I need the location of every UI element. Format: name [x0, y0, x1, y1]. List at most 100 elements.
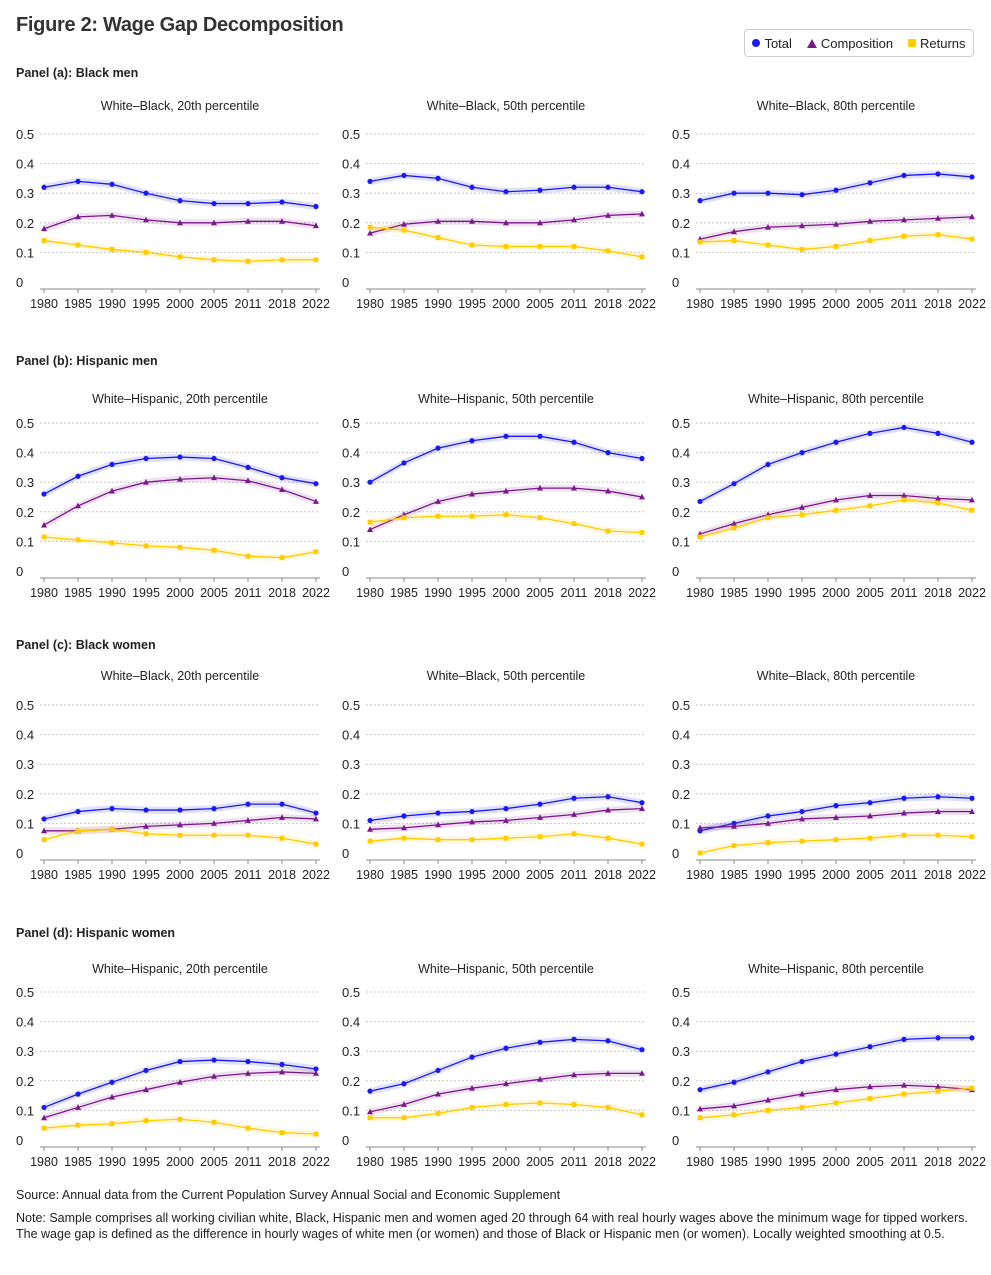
x-tick-label: 2005 [856, 868, 884, 882]
y-tick-label: 0.3 [342, 1044, 360, 1059]
point-composition [211, 219, 217, 226]
band-composition [370, 1069, 642, 1116]
point-total [503, 433, 509, 439]
chart-5: White–Hispanic, 50th percentile 0 0.1 0.2 0.… [342, 392, 656, 600]
point-total [697, 198, 703, 204]
point-total [41, 184, 47, 190]
x-tick-label: 1980 [686, 586, 714, 600]
footnote: Note: Sample comprises all working civil… [16, 1211, 968, 1241]
y-tick-label: 0.4 [342, 446, 360, 461]
point-returns [969, 507, 975, 513]
point-total [639, 800, 645, 806]
x-tick-label: 2022 [302, 868, 330, 882]
x-tick-label: 1985 [390, 1155, 418, 1169]
y-tick-label: 0.2 [672, 787, 690, 802]
point-composition [177, 821, 183, 828]
point-composition [245, 477, 251, 484]
point-total [867, 800, 873, 806]
point-total [935, 794, 941, 800]
band-returns [370, 223, 642, 261]
x-tick-label: 1985 [64, 586, 92, 600]
point-composition [469, 490, 475, 497]
point-composition [867, 812, 873, 819]
x-tick-label: 2005 [526, 297, 554, 311]
point-total [313, 481, 319, 487]
point-composition [901, 216, 907, 223]
point-composition [571, 811, 577, 817]
point-total [109, 461, 115, 468]
point-returns [935, 832, 941, 838]
x-tick-label: 2018 [924, 297, 952, 311]
point-returns [279, 257, 285, 263]
chart-7: White–Black, 20th percentile 0 0.1 0.2 0.3 0.… [16, 669, 330, 882]
point-returns [143, 543, 149, 549]
x-tick-label: 1995 [788, 1155, 816, 1169]
point-returns [109, 540, 115, 546]
y-tick-label: 0.2 [672, 216, 690, 231]
point-returns [435, 235, 441, 240]
point-returns [367, 838, 373, 844]
point-composition [143, 216, 149, 223]
point-total [731, 190, 737, 196]
point-returns [867, 1096, 873, 1101]
x-tick-label: 2011 [235, 297, 262, 311]
x-tick-label: 2018 [268, 297, 296, 311]
x-tick-label: 1980 [356, 586, 384, 600]
point-composition [639, 805, 645, 811]
x-tick-label: 2018 [924, 1155, 952, 1169]
point-total [469, 438, 475, 444]
point-composition [799, 222, 805, 229]
x-tick-label: 2018 [924, 868, 952, 882]
x-tick-label: 1995 [458, 1155, 486, 1169]
point-total [211, 455, 217, 462]
x-tick-label: 2011 [561, 297, 588, 311]
point-composition [901, 1082, 907, 1088]
y-tick-label: 0 [16, 846, 23, 861]
panel-label-b: Panel (b): Hispanic men [16, 354, 158, 368]
point-returns [313, 1131, 319, 1137]
point-total [401, 813, 407, 819]
point-returns [75, 242, 81, 248]
band-returns [44, 1115, 316, 1138]
point-returns [435, 1110, 441, 1116]
x-tick-label: 2011 [891, 586, 918, 600]
point-composition [109, 212, 115, 218]
x-tick-label: 1980 [686, 868, 714, 882]
chart-10: White–Hispanic, 20th percentile 0 0.1 0.2 0.… [16, 962, 330, 1169]
band-total [700, 170, 972, 205]
point-total [41, 1104, 47, 1111]
point-total [571, 1036, 577, 1042]
point-composition [799, 504, 805, 510]
x-tick-label: 1985 [720, 1155, 748, 1169]
point-composition [901, 809, 907, 816]
point-total [731, 1079, 737, 1085]
point-composition [435, 821, 441, 828]
point-composition [503, 219, 509, 226]
y-tick-label: 0.3 [672, 1044, 690, 1059]
y-tick-label: 0.2 [342, 1074, 360, 1089]
point-composition [969, 496, 975, 503]
point-returns [537, 515, 543, 521]
y-tick-label: 0.1 [672, 534, 690, 549]
point-returns [731, 525, 737, 531]
point-composition [833, 1086, 839, 1093]
x-tick-label: 2000 [822, 586, 850, 600]
point-total [245, 464, 251, 470]
point-returns [867, 835, 873, 841]
x-tick-label: 1995 [132, 586, 160, 600]
y-tick-label: 0 [342, 846, 349, 861]
y-tick-label: 0.1 [16, 1103, 34, 1118]
point-total [109, 181, 115, 187]
point-total [75, 1091, 81, 1097]
x-tick-label: 1980 [686, 1155, 714, 1169]
y-tick-label: 0.2 [672, 505, 690, 520]
x-tick-label: 1980 [356, 868, 384, 882]
point-total [245, 200, 251, 207]
point-total [313, 203, 319, 210]
x-tick-label: 2000 [166, 1155, 194, 1169]
point-returns [731, 843, 737, 848]
point-returns [571, 1102, 577, 1107]
x-tick-label: 2005 [200, 868, 228, 882]
x-tick-label: 2011 [891, 1155, 918, 1169]
